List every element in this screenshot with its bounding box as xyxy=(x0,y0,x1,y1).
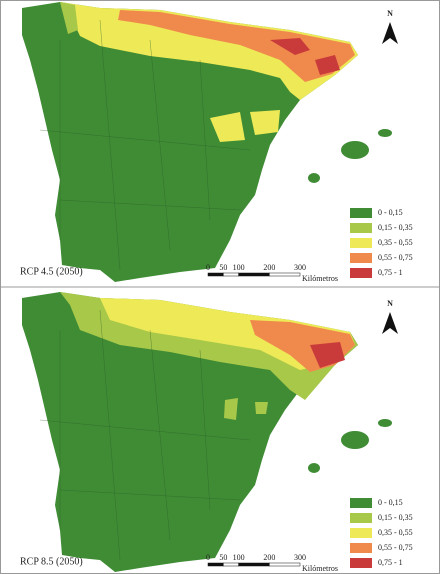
legend-label: 0,75 - 1 xyxy=(378,268,403,277)
scale-label: 50 xyxy=(219,553,227,562)
scale-segment xyxy=(223,272,239,277)
island xyxy=(378,419,392,427)
scale-segment xyxy=(223,562,239,567)
scale-label: 300 xyxy=(294,263,306,272)
legend-swatch xyxy=(350,238,372,248)
north-arrow xyxy=(382,22,398,44)
scale-label: 0 xyxy=(206,553,210,562)
scale-segment xyxy=(207,272,224,277)
north-arrow xyxy=(382,312,398,334)
scale-segment xyxy=(238,272,270,277)
island xyxy=(378,129,392,137)
scale-segment xyxy=(269,272,301,277)
legend-swatch xyxy=(350,253,372,263)
panel-label: RCP 4.5 (2050) xyxy=(20,266,83,277)
province-borders xyxy=(39,19,251,271)
zone xyxy=(210,110,280,142)
scale-label: 0 xyxy=(206,263,210,272)
legend-label: 0,35 - 0,55 xyxy=(378,528,413,537)
scale-segment xyxy=(238,562,270,567)
island xyxy=(341,141,369,159)
legend-label: 0,55 - 0,75 xyxy=(378,253,413,262)
scale-segment xyxy=(269,562,301,567)
north-label: N xyxy=(387,9,393,18)
legend-swatch xyxy=(350,513,372,523)
legend-swatch xyxy=(350,268,372,278)
scale-label: 100 xyxy=(233,263,245,272)
legend-label: 0 - 0,15 xyxy=(378,498,403,507)
zone xyxy=(224,398,268,420)
legend-label: 0,15 - 0,35 xyxy=(378,223,413,232)
legend-label: 0,35 - 0,55 xyxy=(378,238,413,247)
legend-label: 0,55 - 0,75 xyxy=(378,543,413,552)
zone xyxy=(270,38,340,75)
legend-swatch xyxy=(350,498,372,508)
zone xyxy=(60,2,358,100)
scale-label: 100 xyxy=(233,553,245,562)
legend-swatch xyxy=(350,528,372,538)
zone xyxy=(60,2,78,34)
legend-label: 0 - 0,15 xyxy=(378,208,403,217)
scale-unit: Kilómetros xyxy=(302,564,338,573)
legend-swatch xyxy=(350,223,372,233)
scale-label: 50 xyxy=(219,263,227,272)
scale-unit: Kilómetros xyxy=(302,274,338,283)
legend-swatch xyxy=(350,558,372,568)
map-panel: N 0 - 0,15 0,15 - 0,35 0,35 - 0,55 0,55 - 0,… xyxy=(20,292,413,573)
legend-label: 0,75 - 1 xyxy=(378,558,403,567)
legend-swatch xyxy=(350,543,372,553)
island xyxy=(341,431,369,449)
island xyxy=(308,173,320,183)
scale-segment xyxy=(207,562,224,567)
map-panel: N 0 - 0,15 0,15 - 0,35 0,35 - 0,55 0,55 - 0,… xyxy=(20,2,413,283)
scale-label: 200 xyxy=(263,263,275,272)
province-borders xyxy=(39,309,251,561)
island xyxy=(308,463,320,473)
legend-label: 0,15 - 0,35 xyxy=(378,513,413,522)
legend-swatch xyxy=(350,208,372,218)
zone xyxy=(118,10,355,82)
zone xyxy=(310,342,345,368)
scale-label: 300 xyxy=(294,553,306,562)
north-label: N xyxy=(387,299,393,308)
panel-label: RCP 8.5 (2050) xyxy=(20,556,83,567)
scale-label: 200 xyxy=(263,553,275,562)
